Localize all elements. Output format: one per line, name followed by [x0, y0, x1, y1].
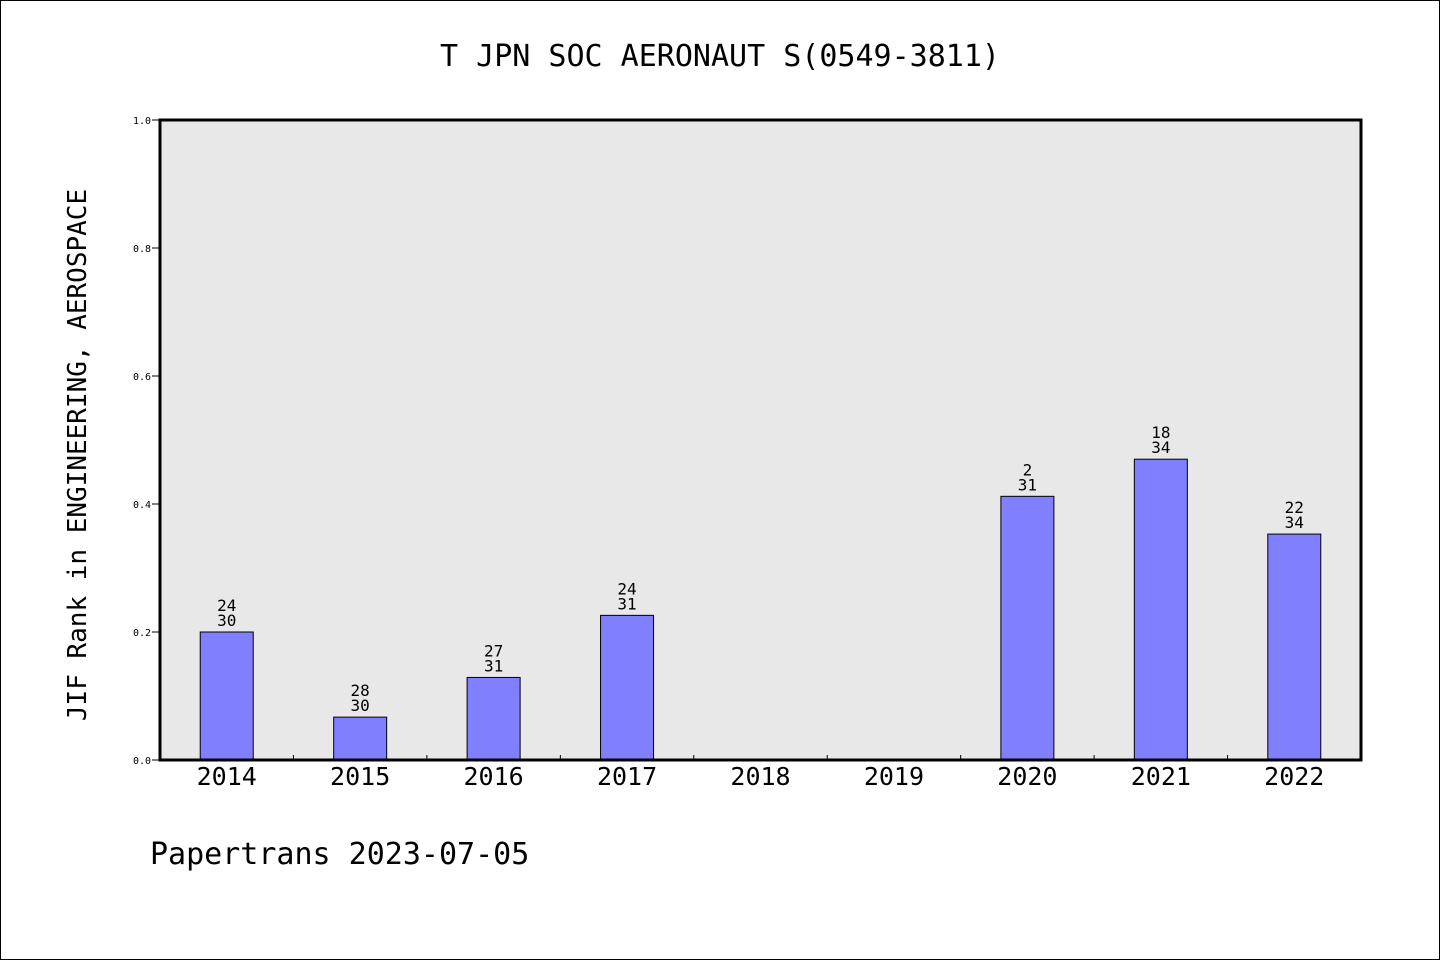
bar: [1133, 458, 1188, 761]
bar-rank-label: 28: [351, 681, 370, 700]
bar-rank-label: 2: [1023, 460, 1033, 479]
bar: [1000, 495, 1055, 761]
bar-total-label: 30: [217, 611, 236, 630]
bar-rank-label: 18: [1151, 423, 1170, 442]
bar-rank-label: 22: [1285, 498, 1304, 517]
y-tick-label: 0.0: [133, 756, 151, 767]
x-tick-label: 2015: [330, 762, 390, 791]
x-tick-label: 2017: [597, 762, 657, 791]
x-ticks-group: 2014 2015 2016 2017 2018 2019 2020 2021 2022: [197, 755, 1324, 791]
chart-title: T JPN SOC AERONAUT S(0549-3811): [440, 39, 1000, 74]
x-tick-label: 2018: [730, 762, 790, 791]
footer-text: Papertrans 2023-07-05: [150, 837, 529, 872]
x-tick-label: 2022: [1264, 762, 1324, 791]
y-tick-label: 0.8: [133, 244, 151, 255]
bar-total-label: 31: [1018, 475, 1037, 494]
bar-total-label: 30: [351, 696, 370, 715]
y-tick-label: 0.2: [133, 628, 151, 639]
bar-total-label: 34: [1151, 438, 1170, 457]
y-tick-label: 0.6: [133, 372, 151, 383]
x-tick-label: 2021: [1131, 762, 1191, 791]
x-tick-label: 2020: [997, 762, 1057, 791]
bar-total-label: 31: [484, 656, 503, 675]
bar-rank-label: 24: [217, 596, 236, 615]
bars-group: [199, 458, 1322, 761]
x-tick-label: 2016: [464, 762, 524, 791]
x-tick-label: 2019: [864, 762, 924, 791]
bar: [199, 631, 254, 761]
y-ticks-group: 0.0 0.2 0.4 0.6 0.8 1.0: [133, 116, 160, 767]
bar-rank-label: 27: [484, 641, 503, 660]
bar: [600, 614, 655, 761]
bar-rank-label: 24: [617, 579, 636, 598]
bar: [333, 716, 388, 761]
plot-border: [158, 118, 1363, 762]
bar-total-label: 31: [617, 594, 636, 613]
bar: [1267, 533, 1322, 761]
bar-total-label: 34: [1285, 513, 1304, 532]
bar: [466, 676, 521, 761]
x-tick-label: 2014: [197, 762, 257, 791]
y-axis-label: JIF Rank in ENGINEERING, AEROSPACE: [63, 189, 93, 721]
y-tick-label: 1.0: [133, 116, 151, 127]
y-tick-label: 0.4: [133, 500, 151, 511]
